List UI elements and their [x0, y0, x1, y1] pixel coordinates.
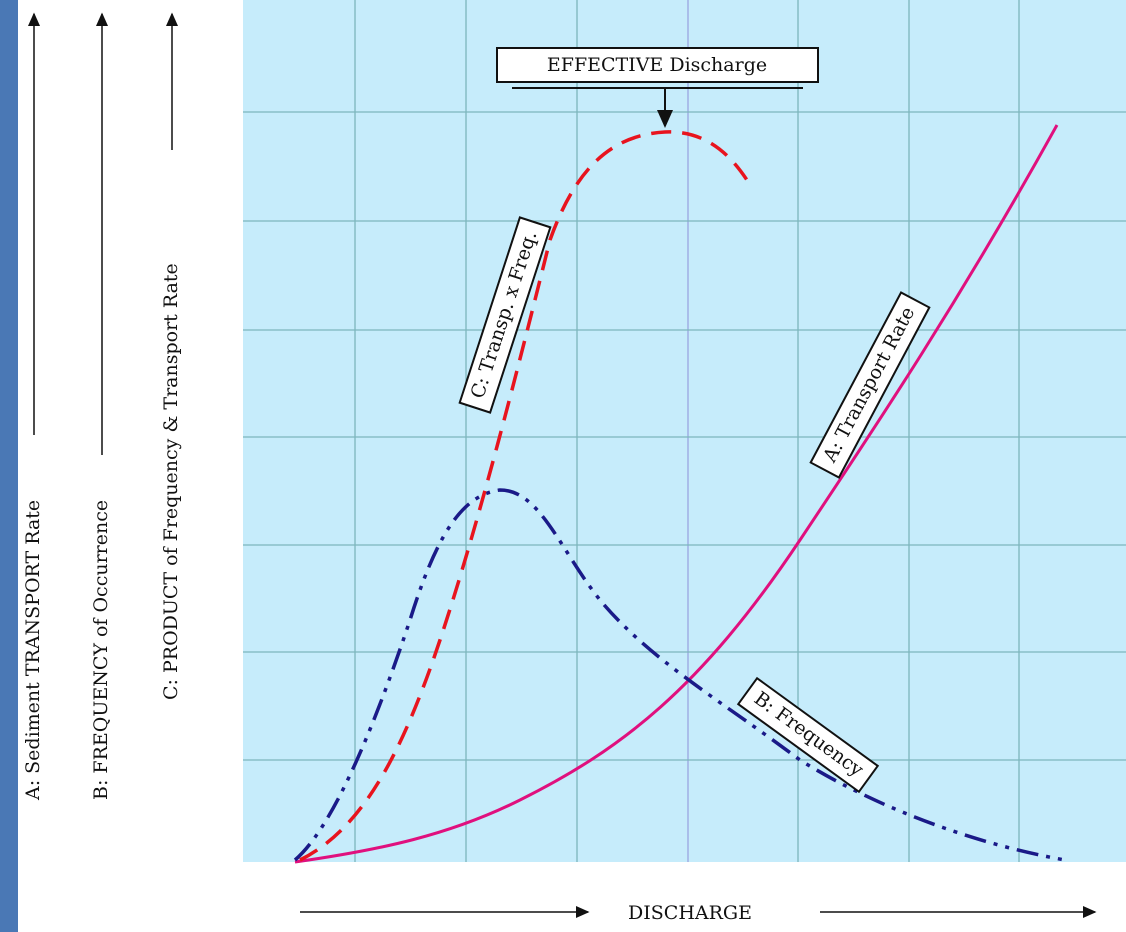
x-label: DISCHARGE [628, 902, 752, 924]
annotation-text: EFFECTIVE Discharge [547, 54, 767, 76]
x-label-group: DISCHARGE [300, 902, 1097, 924]
plot-area [243, 0, 1126, 862]
y-label: A: Sediment TRANSPORT Rate [22, 500, 44, 801]
y-labels: A: Sediment TRANSPORT Rate B: FREQUENCY … [22, 12, 182, 801]
transport-curve [294, 124, 1059, 864]
y-label: B: FREQUENCY of Occurrence [90, 500, 112, 800]
y-label: C: PRODUCT of Frequency & Transport Rate [160, 263, 182, 700]
side-strip [0, 0, 18, 932]
grid [243, 0, 1126, 862]
annotation: EFFECTIVE Discharge [496, 47, 819, 128]
product-curve [299, 130, 754, 862]
frequency-curve [293, 488, 1066, 862]
